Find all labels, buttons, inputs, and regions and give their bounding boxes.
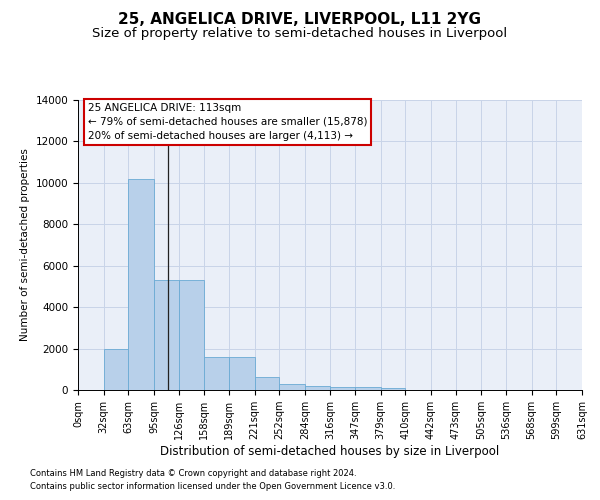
Bar xyxy=(128,178,154,390)
Bar xyxy=(305,386,331,390)
Bar xyxy=(279,384,305,390)
Text: Size of property relative to semi-detached houses in Liverpool: Size of property relative to semi-detach… xyxy=(92,28,508,40)
X-axis label: Distribution of semi-detached houses by size in Liverpool: Distribution of semi-detached houses by … xyxy=(160,445,500,458)
Text: 25, ANGELICA DRIVE, LIVERPOOL, L11 2YG: 25, ANGELICA DRIVE, LIVERPOOL, L11 2YG xyxy=(119,12,482,28)
Y-axis label: Number of semi-detached properties: Number of semi-detached properties xyxy=(20,148,30,342)
Bar xyxy=(179,280,204,390)
Text: Contains public sector information licensed under the Open Government Licence v3: Contains public sector information licen… xyxy=(30,482,395,491)
Bar xyxy=(381,388,406,390)
Bar xyxy=(254,376,279,390)
Bar xyxy=(204,357,229,390)
Text: Contains HM Land Registry data © Crown copyright and database right 2024.: Contains HM Land Registry data © Crown c… xyxy=(30,468,356,477)
Text: 25 ANGELICA DRIVE: 113sqm
← 79% of semi-detached houses are smaller (15,878)
20%: 25 ANGELICA DRIVE: 113sqm ← 79% of semi-… xyxy=(88,103,368,141)
Bar xyxy=(229,357,254,390)
Bar xyxy=(154,280,179,390)
Bar xyxy=(355,387,381,390)
Bar xyxy=(104,348,128,390)
Bar xyxy=(331,386,355,390)
